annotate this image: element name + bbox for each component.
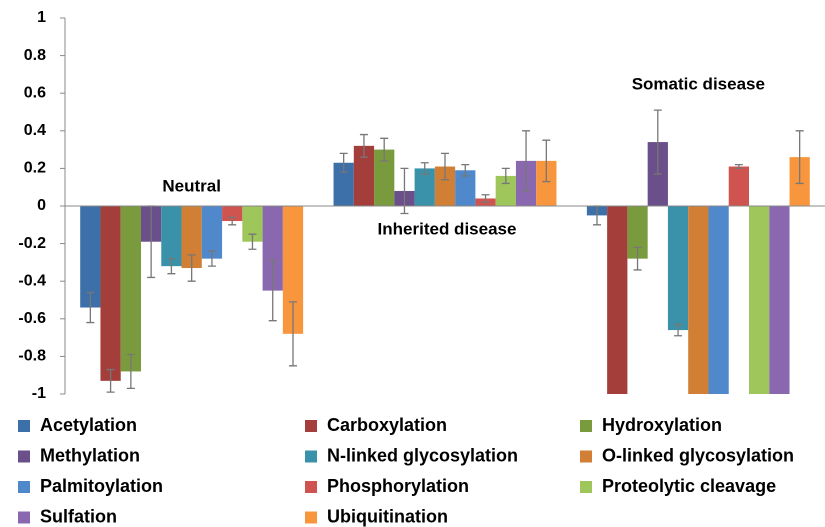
bar: [100, 206, 121, 381]
category-label: Inherited disease: [378, 219, 517, 238]
legend-label: Ubiquitination: [327, 506, 448, 526]
legend-label: Sulfation: [40, 506, 117, 526]
bar: [282, 206, 304, 334]
error-bar: [522, 130, 531, 192]
category-label: Neutral: [162, 176, 221, 195]
bar: [536, 160, 557, 206]
error-bar: [501, 167, 510, 185]
bar: [262, 206, 283, 291]
legend-label: Carboxylation: [327, 415, 447, 435]
error-bar: [126, 353, 135, 390]
bar: [222, 206, 243, 222]
bar: [667, 206, 689, 331]
y-tick-label: 0.8: [24, 47, 46, 64]
error-bar: [461, 163, 470, 177]
legend-label: Acetylation: [40, 415, 137, 435]
bar: [201, 206, 223, 259]
legend-label: Hydroxylation: [602, 415, 722, 435]
bar: [455, 170, 476, 206]
error-bar: [542, 139, 551, 183]
y-tick-label: -0.2: [18, 235, 46, 252]
y-tick-label: 0.2: [24, 160, 46, 177]
legend-swatch: [580, 450, 592, 463]
error-bar: [674, 323, 683, 337]
legend-swatch: [18, 420, 30, 432]
error-bar: [380, 137, 389, 162]
bar: [120, 206, 141, 372]
bar: [627, 206, 648, 259]
error-bar: [481, 194, 490, 203]
bar: [353, 145, 375, 206]
error-bar: [734, 163, 743, 170]
bar: [688, 206, 709, 394]
legend-label: N-linked glycosylation: [327, 445, 518, 465]
bar: [374, 149, 395, 206]
legend-swatch: [580, 420, 592, 432]
legend-label: Methylation: [40, 445, 140, 465]
error-bar: [106, 368, 115, 393]
error-bar: [400, 167, 409, 215]
y-tick-label: 0: [37, 197, 46, 214]
error-bar: [207, 250, 216, 267]
error-bar: [228, 216, 237, 226]
bar: [769, 206, 790, 394]
error-bar: [441, 152, 449, 181]
error-bar: [167, 257, 176, 275]
bar: [749, 206, 770, 394]
bar: [242, 206, 263, 242]
error-bar: [359, 133, 368, 158]
bar: [607, 206, 628, 394]
y-tick-label: -0.8: [18, 348, 46, 365]
category-label: Somatic disease: [632, 74, 765, 93]
error-bar: [187, 254, 196, 282]
bar: [333, 162, 354, 206]
legend-swatch: [18, 511, 30, 524]
bar: [708, 206, 729, 394]
bar: [161, 206, 182, 267]
legend-swatch: [305, 481, 317, 493]
bar: [495, 175, 516, 206]
bar: [728, 166, 749, 206]
error-bar: [248, 233, 257, 250]
legend-label: Proteolytic cleavage: [602, 476, 776, 496]
legend-swatch: [580, 481, 592, 493]
error-bar: [339, 152, 348, 173]
y-tick-label: 0.4: [24, 122, 46, 139]
error-bar: [633, 246, 642, 271]
y-tick-label: 0.6: [24, 84, 46, 101]
error-bar: [86, 291, 95, 324]
y-tick-label: 1: [37, 9, 46, 26]
legend-label: O-linked glycosylation: [602, 445, 794, 465]
bar: [434, 166, 456, 206]
legend-swatch: [305, 511, 317, 524]
error-bar: [289, 301, 297, 367]
legend-label: Phosphorylation: [327, 476, 469, 496]
bar: [414, 168, 435, 206]
y-tick-label: -0.6: [18, 310, 46, 327]
y-tick-label: -0.4: [18, 272, 46, 289]
error-bar: [795, 130, 804, 185]
error-bar: [653, 109, 662, 175]
plot-area: [80, 109, 810, 394]
legend-swatch: [305, 450, 317, 463]
error-bar: [268, 259, 277, 322]
error-bar: [420, 162, 429, 175]
legend-swatch: [18, 450, 30, 463]
legend-swatch: [18, 481, 30, 493]
legend-label: Palmitoylation: [40, 476, 163, 496]
bar: [181, 206, 202, 269]
bar: [80, 206, 101, 308]
legend-swatch: [305, 420, 317, 432]
y-tick-label: -1: [32, 385, 46, 402]
